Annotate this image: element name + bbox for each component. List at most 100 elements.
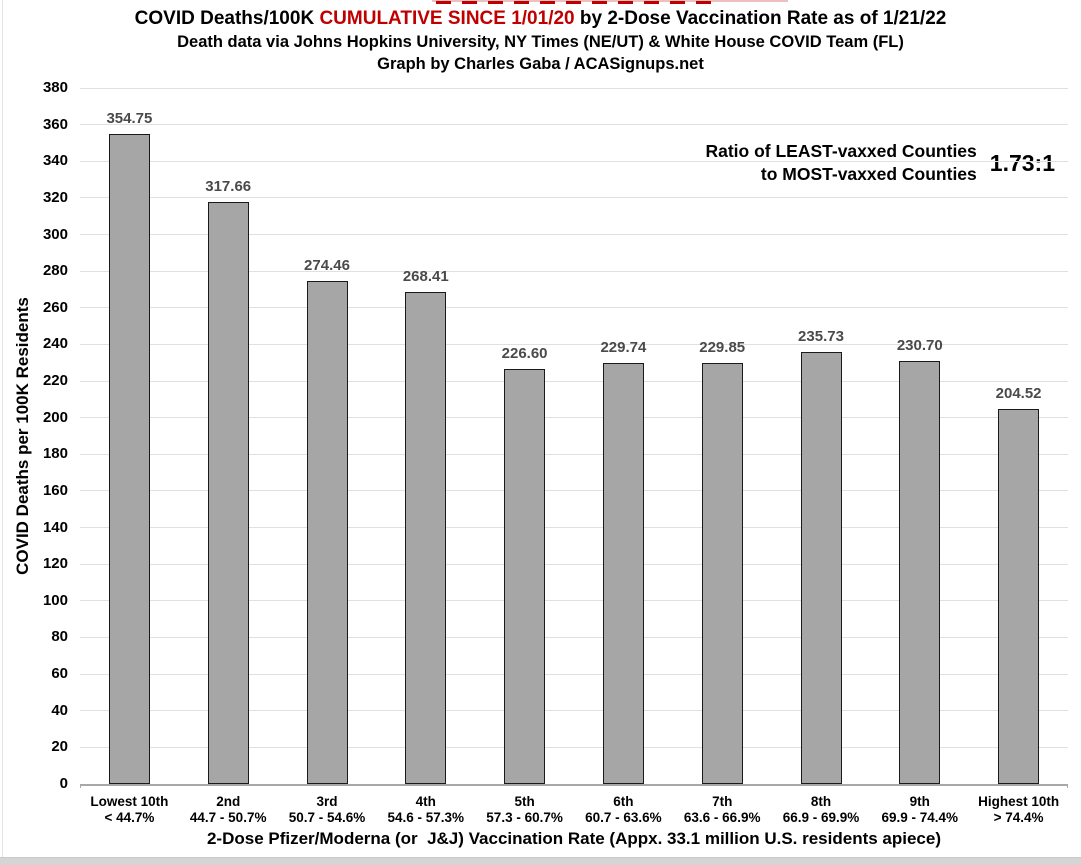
x-tick-label: 4th 54.6 - 57.3%: [376, 794, 475, 826]
x-tick-label: 5th 57.3 - 60.7%: [475, 794, 574, 826]
x-axis-title: 2-Dose Pfizer/Moderna (or J&J) Vaccinati…: [206, 829, 942, 848]
y-tick-label: 80: [51, 628, 68, 646]
bar: [998, 409, 1040, 784]
x-tick-label: 9th 69.9 - 74.4%: [870, 794, 969, 826]
bar: [899, 361, 941, 784]
bar: [504, 368, 546, 784]
gridline: [80, 87, 1068, 89]
gridline: [80, 307, 1068, 309]
x-tick-decile: 8th: [810, 794, 832, 809]
x-tick-decile: 5th: [514, 794, 535, 809]
y-tick-label: 380: [42, 79, 68, 96]
window-bottom-band: [0, 857, 1081, 865]
x-tick-decile: Lowest 10th: [90, 794, 169, 809]
bar: [306, 281, 348, 784]
bar-value-label: 204.52: [995, 385, 1042, 403]
x-tick-decile: 6th: [613, 794, 634, 809]
chart-header: COVID Deaths/100K CUMULATIVE SINCE 1/01/…: [0, 7, 1081, 75]
gridline: [80, 380, 1068, 382]
bar: [108, 134, 150, 784]
bar-value-label: 317.66: [205, 178, 252, 196]
x-tick-label: 6th 60.7 - 63.6%: [574, 794, 673, 826]
axis-tick: [80, 784, 81, 788]
x-tick-label: 7th 63.6 - 66.9%: [673, 794, 772, 826]
bar-value-label: 354.75: [106, 110, 153, 128]
gridline: [80, 600, 1068, 602]
bar-value-label: 274.46: [304, 257, 350, 275]
chart-title-prefix: COVID Deaths/100K: [134, 8, 320, 29]
gridline: [80, 234, 1068, 236]
x-tick-range: 60.7 - 63.6%: [585, 810, 662, 825]
ratio-annotation-line2: to MOST-vaxxed Counties: [760, 164, 977, 184]
gridline: [80, 197, 1068, 199]
bar: [602, 363, 644, 784]
x-tick-decile: Highest 10th: [978, 794, 1060, 809]
x-tick-decile: 3rd: [316, 794, 338, 809]
bar-value-label: 229.74: [600, 339, 647, 357]
y-tick-label: 280: [42, 262, 68, 280]
x-tick-range: 69.9 - 74.4%: [881, 810, 959, 825]
gridline: [80, 673, 1068, 675]
x-tick-label: 2nd 44.7 - 50.7%: [179, 794, 278, 826]
x-tick-range: 63.6 - 66.9%: [683, 810, 761, 825]
x-tick-range: 54.6 - 57.3%: [387, 810, 465, 825]
x-tick-decile: 7th: [712, 794, 733, 809]
gridline: [80, 710, 1068, 712]
ratio-annotation: Ratio of LEAST-vaxxed Counties to MOST-v…: [703, 139, 1057, 187]
chart-title: COVID Deaths/100K CUMULATIVE SINCE 1/01/…: [0, 7, 1081, 31]
x-tick-label: Lowest 10th < 44.7%: [80, 794, 179, 826]
gridline: [80, 343, 1068, 345]
y-tick-label: 360: [42, 115, 68, 133]
x-tick-range: 50.7 - 54.6%: [288, 810, 366, 825]
chart-credit: Graph by Charles Gaba / ACASignups.net: [377, 55, 704, 73]
axis-tick: [1067, 784, 1068, 788]
y-tick-label: 0: [59, 775, 68, 792]
x-tick-label: 8th 66.9 - 69.9%: [772, 794, 871, 826]
x-tick-label: Highest 10th > 74.4%: [969, 794, 1068, 826]
x-tick-range: 66.9 - 69.9%: [782, 810, 860, 825]
y-tick-label: 100: [42, 591, 68, 609]
y-axis-title: COVID Deaths per 100K Residents: [13, 297, 32, 575]
gridline: [80, 746, 1068, 748]
bar-value-label: 229.85: [699, 339, 746, 356]
chart-title-suffix: by 2-Dose Vaccination Rate as of 1/21/22: [574, 8, 947, 29]
x-tick-decile: 4th: [415, 794, 436, 809]
y-tick-label: 200: [42, 408, 68, 426]
bar: [405, 292, 447, 784]
ratio-annotation-line1: Ratio of LEAST-vaxxed Counties: [705, 141, 977, 161]
gridline: [80, 636, 1068, 638]
x-tick-decile: 9th: [909, 794, 930, 809]
y-tick-label: 220: [42, 372, 68, 390]
x-axis-line: [80, 784, 1068, 786]
x-tick-decile: 2nd: [216, 794, 241, 809]
bar-value-label: 268.41: [402, 268, 449, 286]
y-tick-label: 260: [42, 298, 68, 316]
x-tick-range: > 74.4%: [993, 810, 1044, 825]
bar: [207, 202, 249, 784]
gridline: [80, 160, 1068, 162]
y-tick-label: 20: [51, 738, 68, 756]
y-tick-label: 160: [42, 481, 68, 499]
chart-subtitle: Death data via Johns Hopkins University,…: [177, 33, 904, 51]
gridline: [80, 527, 1068, 529]
clipped-red-text-artifact-dashes: [436, 1, 712, 4]
x-tick-range: 57.3 - 60.7%: [486, 810, 563, 825]
x-tick-range: 44.7 - 50.7%: [189, 810, 267, 825]
y-tick-label: 320: [42, 188, 68, 206]
x-tick-label: 3rd 50.7 - 54.6%: [278, 794, 377, 826]
y-tick-label: 240: [42, 335, 68, 353]
gridline: [80, 417, 1068, 419]
chart-title-highlight: CUMULATIVE SINCE 1/01/20: [319, 8, 575, 29]
bar-value-label: 235.73: [798, 328, 844, 346]
gridline: [80, 124, 1068, 126]
ratio-annotation-text: Ratio of LEAST-vaxxed Counties to MOST-v…: [705, 140, 976, 186]
gridline: [80, 270, 1068, 272]
y-tick-label: 340: [42, 152, 68, 170]
x-tick-range: < 44.7%: [104, 810, 155, 825]
ratio-value: 1.73:1: [989, 149, 1055, 176]
y-tick-label: 300: [42, 225, 68, 243]
gridline: [80, 490, 1068, 492]
bar: [800, 352, 842, 784]
y-tick-label: 120: [42, 555, 68, 573]
